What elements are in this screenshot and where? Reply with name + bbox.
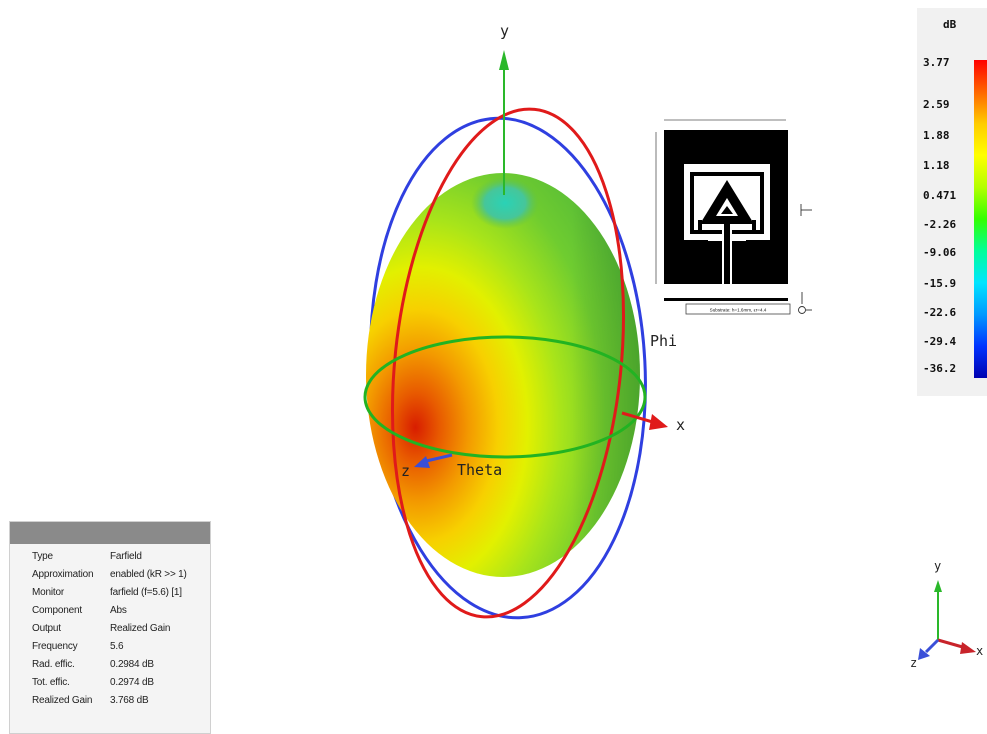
legend-tick: 1.18 [923, 159, 950, 172]
equator-ring [363, 335, 647, 459]
info-key: Type [32, 551, 53, 563]
info-key: Realized Gain [32, 694, 93, 706]
info-key: Approximation [32, 569, 94, 581]
antenna-geometry-inset: Substrate: h=1.6mm, εr=4.4 [650, 112, 828, 332]
orientation-triad: y x z [910, 559, 983, 670]
info-table: Type Farfield Approximation enabled (kR >> … [32, 548, 187, 709]
z-axis-arrow [414, 456, 430, 468]
info-row: Output Realized Gain [32, 620, 187, 638]
info-row: Type Farfield [32, 548, 187, 566]
legend-tick: 3.77 [923, 56, 950, 69]
theta-label: Theta [457, 461, 502, 479]
info-key: Monitor [32, 587, 64, 599]
legend-unit: dB [943, 18, 957, 31]
info-key: Rad. effic. [32, 658, 75, 670]
info-key: Frequency [32, 640, 78, 652]
mini-y-label: y [934, 559, 941, 573]
legend-tick: 1.88 [923, 129, 950, 142]
info-value: Realized Gain [110, 623, 171, 634]
info-value: farfield (f=5.6) [1] [110, 587, 182, 599]
info-key: Output [32, 623, 61, 634]
legend-tick: -15.9 [923, 277, 957, 290]
z-axis-label: z [401, 462, 410, 480]
theta-cut-ring [391, 107, 625, 619]
info-value: Abs [110, 605, 127, 617]
info-value: Farfield [110, 551, 142, 563]
info-key: Tot. effic. [32, 676, 70, 688]
legend-tick: -9.06 [923, 246, 957, 259]
info-value: 0.2984 dB [110, 658, 154, 670]
mini-x-label: x [976, 644, 983, 658]
legend-tick: 2.59 [923, 98, 950, 111]
legend-tick: -36.2 [923, 362, 957, 375]
legend-tick: 0.471 [923, 189, 957, 202]
mini-z-label: z [910, 656, 917, 670]
info-value: 3.768 dB [110, 694, 149, 706]
x-axis-arrow [649, 414, 668, 430]
info-row: Frequency 5.6 [32, 637, 187, 655]
info-row: Tot. effic. 0.2974 dB [32, 673, 187, 691]
info-key: Component [32, 605, 82, 617]
farfield-info-panel: Type Farfield Approximation enabled (kR >> … [9, 521, 211, 734]
legend-tick: -2.26 [923, 218, 957, 231]
pattern-top-null [471, 177, 539, 229]
radiation-pattern-shade [366, 173, 640, 577]
info-row: Monitor farfield (f=5.6) [1] [32, 584, 187, 602]
legend-tick: -22.6 [923, 306, 957, 319]
info-row: Realized Gain 3.768 dB [32, 691, 187, 709]
info-row: Rad. effic. 0.2984 dB [32, 655, 187, 673]
info-row: Approximation enabled (kR >> 1) [32, 566, 187, 584]
legend-color-bar [974, 60, 987, 378]
phi-label: Phi [650, 332, 677, 350]
legend-tick: -29.4 [923, 335, 957, 348]
x-axis-label: x [676, 416, 685, 434]
info-value: 5.6 [110, 640, 124, 652]
info-row: Component Abs [32, 602, 187, 620]
y-axis-label: y [500, 22, 509, 40]
x-axis [621, 411, 657, 425]
y-axis-arrow [499, 50, 509, 70]
substrate-label: Substrate: h=1.6mm, εr=4.4 [710, 308, 767, 313]
info-value: 0.2974 dB [110, 676, 154, 688]
info-value: enabled (kR >> 1) [110, 569, 187, 581]
gain-color-legend: dB 3.77 2.59 1.88 1.18 0.471 -2.26 -9.06… [917, 8, 987, 396]
info-panel-header[interactable] [10, 522, 210, 544]
